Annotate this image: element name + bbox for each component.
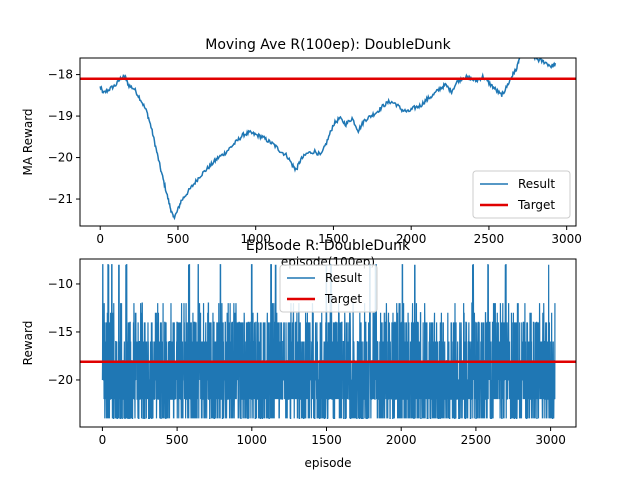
x-tick-label: 500 bbox=[167, 232, 190, 246]
y-tick-label: −20 bbox=[48, 373, 73, 387]
x-tick-label: 2000 bbox=[396, 232, 427, 246]
y-tick-label: −18 bbox=[48, 68, 73, 82]
x-tick-label: 3000 bbox=[551, 232, 582, 246]
episode-chart: 0 500 1000 1500 2000 2500 3000 −20 −15 −10 episo… bbox=[21, 238, 577, 470]
y-tick-label: −21 bbox=[48, 192, 73, 206]
x-tick-label: 3000 bbox=[535, 433, 566, 447]
episode-legend: Result Target bbox=[279, 264, 378, 313]
episode-x-axis: 0 500 1000 1500 2000 2500 3000 bbox=[99, 427, 566, 447]
ma-legend: Result Target bbox=[472, 170, 571, 219]
x-tick-label: 1500 bbox=[318, 232, 349, 246]
x-tick-label: 2500 bbox=[474, 232, 505, 246]
episode-legend-result-label: Result bbox=[325, 271, 362, 285]
ma-y-axis-label: MA Reward bbox=[21, 108, 35, 175]
ma-result-line bbox=[99, 58, 557, 221]
episode-plot-area bbox=[80, 264, 576, 419]
x-tick-label: 2000 bbox=[386, 433, 417, 447]
episode-y-axis-label: Reward bbox=[21, 321, 35, 366]
x-tick-label: 0 bbox=[96, 232, 104, 246]
x-tick-label: 500 bbox=[166, 433, 189, 447]
y-tick-label: −10 bbox=[48, 277, 73, 291]
ma-x-axis: 0 500 1000 1500 2000 2500 3000 bbox=[96, 226, 582, 246]
y-tick-label: −15 bbox=[48, 325, 73, 339]
ma-axes-frame bbox=[79, 57, 577, 227]
x-tick-label: 1000 bbox=[240, 232, 271, 246]
x-tick-label: 2500 bbox=[461, 433, 492, 447]
episode-x-axis-label: episode bbox=[305, 456, 352, 470]
episode-legend-target-label: Target bbox=[324, 292, 362, 306]
episode-chart-title: Episode R: DoubleDunk bbox=[246, 238, 411, 254]
ma-chart-title: Moving Ave R(100ep): DoubleDunk bbox=[205, 37, 451, 53]
y-tick-label: −19 bbox=[48, 109, 73, 123]
ma-plot-area bbox=[80, 58, 576, 221]
ma-y-axis: −21 −20 −19 −18 bbox=[48, 68, 80, 206]
episode-axes-frame bbox=[79, 258, 577, 428]
ma-legend-target-label: Target bbox=[517, 198, 555, 212]
x-tick-label: 1500 bbox=[311, 433, 342, 447]
x-tick-label: 1000 bbox=[237, 433, 268, 447]
ma-chart: Moving Ave R(100ep): DoubleDunk 0 500 1000… bbox=[21, 37, 582, 269]
episode-y-axis: −20 −15 −10 bbox=[48, 277, 80, 387]
x-tick-label: 0 bbox=[99, 433, 107, 447]
ma-legend-result-label: Result bbox=[518, 177, 555, 191]
y-tick-label: −20 bbox=[48, 151, 73, 165]
